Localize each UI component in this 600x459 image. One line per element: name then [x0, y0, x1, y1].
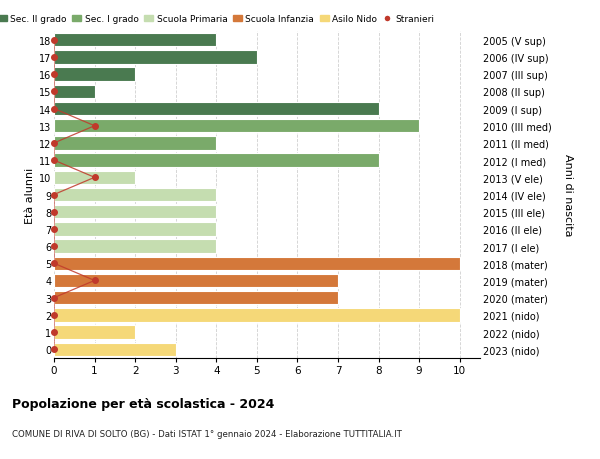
Bar — [54, 120, 419, 133]
Point — [49, 346, 59, 353]
Point — [49, 191, 59, 199]
Point — [49, 71, 59, 78]
Bar — [54, 240, 216, 253]
Point — [49, 140, 59, 147]
Point — [49, 54, 59, 62]
Bar — [54, 188, 216, 202]
Bar — [54, 171, 135, 185]
Bar — [54, 51, 257, 65]
Bar — [54, 325, 135, 339]
Point — [90, 123, 100, 130]
Bar — [54, 206, 216, 219]
Y-axis label: Età alunni: Età alunni — [25, 167, 35, 223]
Point — [90, 174, 100, 182]
Point — [49, 260, 59, 267]
Point — [49, 294, 59, 302]
Bar — [54, 85, 95, 99]
Point — [49, 89, 59, 96]
Bar — [54, 34, 216, 47]
Bar — [54, 68, 135, 82]
Text: COMUNE DI RIVA DI SOLTO (BG) - Dati ISTAT 1° gennaio 2024 - Elaborazione TUTTITA: COMUNE DI RIVA DI SOLTO (BG) - Dati ISTA… — [12, 429, 402, 438]
Legend: Sec. II grado, Sec. I grado, Scuola Primaria, Scuola Infanzia, Asilo Nido, Stran: Sec. II grado, Sec. I grado, Scuola Prim… — [0, 16, 434, 24]
Point — [90, 277, 100, 285]
Point — [49, 312, 59, 319]
Point — [49, 243, 59, 250]
Bar — [54, 223, 216, 236]
Text: Popolazione per età scolastica - 2024: Popolazione per età scolastica - 2024 — [12, 397, 274, 410]
Point — [49, 226, 59, 233]
Bar — [54, 103, 379, 116]
Point — [49, 208, 59, 216]
Bar — [54, 308, 460, 322]
Bar — [54, 154, 379, 168]
Point — [49, 157, 59, 164]
Bar — [54, 257, 460, 270]
Point — [49, 106, 59, 113]
Point — [49, 37, 59, 45]
Bar — [54, 274, 338, 287]
Y-axis label: Anni di nascita: Anni di nascita — [563, 154, 572, 236]
Bar — [54, 137, 216, 150]
Bar — [54, 291, 338, 305]
Point — [49, 329, 59, 336]
Bar — [54, 343, 176, 356]
